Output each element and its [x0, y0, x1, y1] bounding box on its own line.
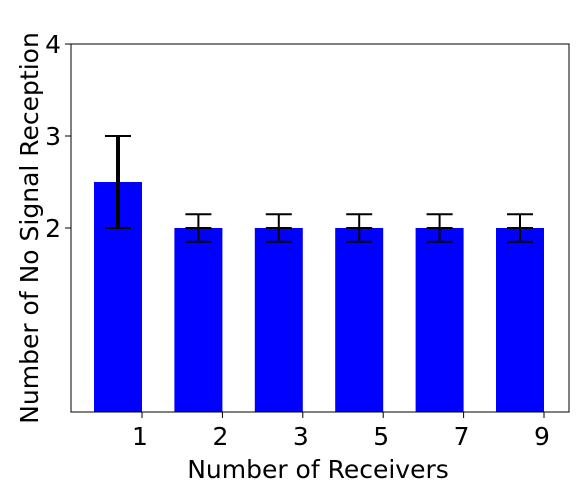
x-axis-ticks: 1 2 3 5 7 9 — [132, 412, 550, 451]
error-bar-5 — [346, 213, 373, 243]
error-bar-9 — [507, 213, 533, 243]
bar-9 — [496, 228, 544, 412]
x-tick-label-1: 1 — [132, 422, 148, 451]
y-tick-label-3: 3 — [45, 122, 61, 151]
y-axis-label: Number of No Signal Reception — [15, 32, 44, 424]
bar-5 — [335, 228, 384, 412]
bars-group — [94, 182, 544, 412]
error-bar-1 — [105, 135, 131, 229]
x-axis-label: Number of Receivers — [187, 455, 449, 484]
y-tick-label-2: 2 — [45, 214, 61, 243]
x-tick-label-3: 3 — [293, 422, 309, 451]
error-bar-2 — [185, 213, 212, 243]
y-axis-ticks: 2 3 4 — [45, 30, 71, 243]
bar-7 — [415, 228, 464, 412]
x-tick-label-9: 9 — [534, 422, 550, 451]
plot-frame — [70, 43, 570, 413]
x-tick-label-2: 2 — [212, 422, 228, 451]
bar-2 — [174, 228, 223, 412]
error-bar-7 — [426, 213, 453, 243]
x-tick-label-7: 7 — [454, 422, 470, 451]
error-bar-3 — [265, 213, 292, 243]
error-bars-group — [105, 135, 533, 243]
bar-3 — [254, 228, 303, 412]
x-tick-label-5: 5 — [373, 422, 389, 451]
y-tick-label-4: 4 — [45, 30, 61, 59]
